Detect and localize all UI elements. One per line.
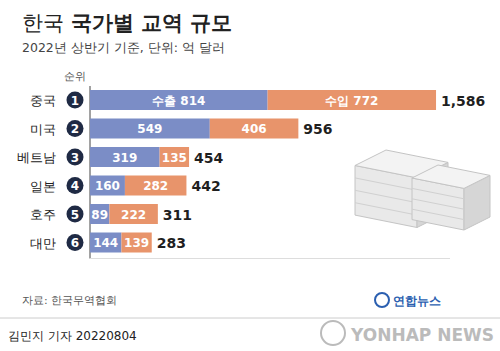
logo-mark [375, 293, 389, 307]
data-label: 319 [112, 151, 137, 165]
crate-plank [412, 199, 464, 209]
bar-segment: 수출 [90, 119, 210, 139]
bar-segment: 수입 [121, 233, 151, 253]
rank-label: 4 [71, 179, 79, 193]
rank-badge [67, 234, 84, 251]
chart: 한국 국가별 교역 규모2022년 상반기 기준, 단위: 억 달러순위수출수입… [0, 0, 500, 351]
data-label: 수입 772 [325, 94, 378, 108]
rank-badge [67, 177, 84, 194]
category-label: 대만 [30, 236, 56, 251]
rank-badge [67, 92, 84, 109]
data-label: 160 [95, 179, 120, 193]
total-label: 311 [163, 207, 192, 223]
bar-segment: 수입 [268, 90, 436, 110]
data-label: 406 [242, 122, 267, 136]
rank-label: 3 [71, 151, 79, 165]
data-label: 282 [143, 179, 168, 193]
category-label: 중국 [30, 93, 56, 108]
source: 자료: 한국무역협회 [22, 294, 117, 307]
category-label: 일본 [30, 179, 56, 194]
logo-text: 연합뉴스 [393, 294, 441, 308]
total-label: 454 [194, 150, 223, 166]
rank-label: 2 [71, 122, 79, 136]
crate-plank [355, 178, 417, 190]
crate-plank [355, 203, 417, 215]
title-part: 한국 [22, 11, 71, 35]
watermark: YONHAP NEWS [350, 325, 494, 345]
background [0, 0, 500, 351]
data-label: 139 [124, 236, 149, 250]
rank-header: 순위 [64, 70, 86, 82]
bar-segment: 수입 [125, 176, 187, 196]
rank-label: 6 [71, 236, 79, 250]
bar-segment: 수출 [90, 90, 268, 110]
bar-segment: 수입 [210, 119, 299, 139]
bar-segment: 수출 [90, 233, 121, 253]
subtitle: 2022년 상반기 기준, 단위: 억 달러 [22, 40, 225, 55]
data-label: 수출 814 [152, 94, 205, 108]
rank-badge [67, 206, 84, 223]
rank-badge [67, 149, 84, 166]
total-label: 1,586 [441, 93, 485, 109]
bar-segment: 수입 [109, 204, 157, 224]
value-axis [90, 258, 450, 259]
data-label: 89 [91, 208, 108, 222]
rank-badge [67, 120, 84, 137]
byline: 김민지 기자 20220804 [8, 329, 137, 343]
crate-plank [355, 190, 417, 202]
bar-segment: 수출 [90, 204, 109, 224]
bar-segment: 수입 [160, 147, 189, 167]
category-label: 호주 [30, 207, 56, 222]
crates [355, 150, 490, 230]
rank-label: 1 [71, 94, 79, 108]
title: 한국 국가별 교역 규모 [22, 11, 232, 35]
watermark-mark [321, 321, 345, 345]
total-label: 283 [157, 235, 186, 251]
title-part: 국가별 교역 규모 [71, 11, 233, 35]
crate-plank [412, 188, 464, 198]
data-label: 144 [93, 236, 118, 250]
data-label: 222 [121, 208, 146, 222]
data-label: 549 [137, 122, 162, 136]
labels: 중국 1 수출 814 수입 772 1,586 미국 2 549 406 956 베트남 3 319 1… [17, 92, 485, 252]
category-label: 미국 [30, 122, 56, 137]
footer-rule [0, 318, 500, 319]
crate-plank [412, 209, 464, 219]
crate-face [412, 165, 490, 188]
bar-segment: 수출 [90, 147, 160, 167]
total-label: 442 [191, 178, 220, 194]
bar-segment: 수출 [90, 176, 125, 196]
bars: 수출수입수출수입수출수입수출수입수출수입수출수입 [90, 90, 436, 253]
total-label: 956 [303, 121, 332, 137]
rank-label: 5 [71, 208, 79, 222]
data-label: 135 [162, 151, 187, 165]
category-label: 베트남 [17, 150, 56, 165]
